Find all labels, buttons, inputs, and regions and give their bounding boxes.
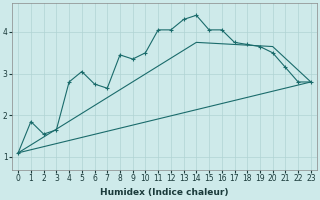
X-axis label: Humidex (Indice chaleur): Humidex (Indice chaleur) [100, 188, 229, 197]
